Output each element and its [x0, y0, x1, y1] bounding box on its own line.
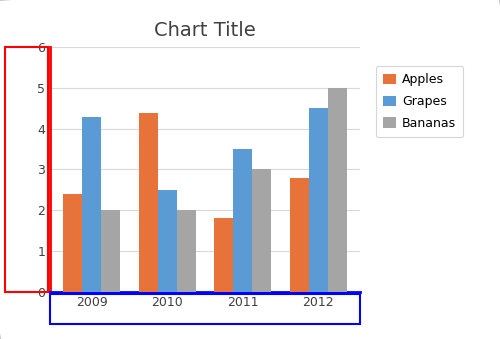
- Title: Chart Title: Chart Title: [154, 21, 256, 40]
- Bar: [82, 117, 101, 292]
- Bar: [309, 108, 328, 292]
- Bar: [290, 178, 309, 292]
- Bar: [176, 210, 196, 292]
- Bar: [328, 88, 347, 292]
- Bar: [214, 218, 234, 292]
- Legend: Apples, Grapes, Bananas: Apples, Grapes, Bananas: [376, 66, 464, 137]
- Bar: [158, 190, 176, 292]
- Bar: [234, 149, 252, 292]
- Bar: [252, 170, 271, 292]
- Bar: [101, 210, 120, 292]
- Bar: [139, 113, 158, 292]
- Bar: [63, 194, 82, 292]
